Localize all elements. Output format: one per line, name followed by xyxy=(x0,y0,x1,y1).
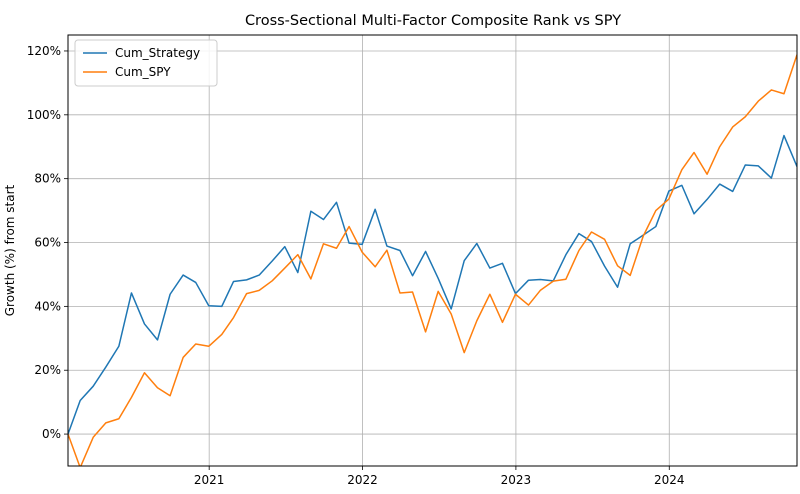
legend-box xyxy=(74,39,218,87)
y-tick-label: 40% xyxy=(34,299,61,313)
y-tick-label: 0% xyxy=(42,427,61,441)
plot-frame xyxy=(67,34,798,467)
y-tick-label: 100% xyxy=(27,108,61,122)
legend: Cum_Strategy Cum_SPY xyxy=(74,39,218,87)
x-axis-ticks: 2021 2022 2023 2024 xyxy=(194,466,685,487)
x-tick-label: 2024 xyxy=(654,473,685,487)
y-axis-label: Growth (%) from start xyxy=(3,184,17,316)
x-tick-label: 2022 xyxy=(347,473,378,487)
y-axis-ticks: 0% 20% 40% 60% 80% 100% 120% xyxy=(27,44,68,441)
y-tick-label: 80% xyxy=(34,172,61,186)
y-tick-label: 60% xyxy=(34,236,61,250)
y-tick-label: 120% xyxy=(27,44,61,58)
grid-layer xyxy=(68,35,797,466)
series-line-cum-spy xyxy=(68,54,797,466)
series-layer xyxy=(68,54,797,466)
legend-label: Cum_Strategy xyxy=(115,46,200,60)
chart-title: Cross-Sectional Multi-Factor Composite R… xyxy=(245,13,621,29)
series-line-cum-strategy xyxy=(68,134,797,435)
x-tick-label: 2023 xyxy=(501,473,532,487)
y-tick-label: 20% xyxy=(34,363,61,377)
x-tick-label: 2021 xyxy=(194,473,225,487)
legend-label: Cum_SPY xyxy=(115,65,171,79)
